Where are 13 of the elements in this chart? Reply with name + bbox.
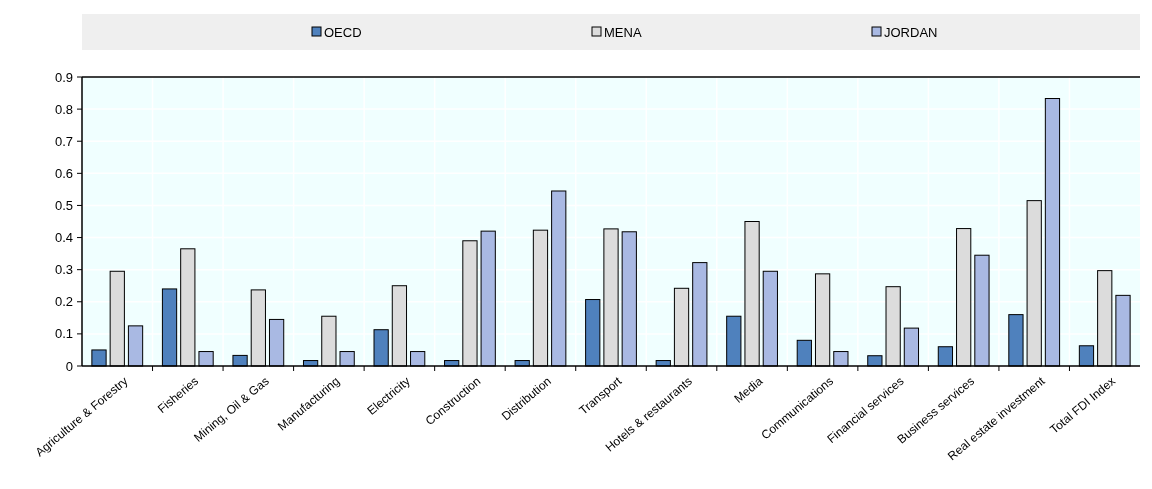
y-tick-label: 0 [65, 358, 73, 374]
y-tick-label: 0.1 [54, 326, 73, 342]
legend-label: OECD [324, 24, 362, 40]
y-tick-label: 0.4 [54, 230, 73, 246]
y-tick-label: 0.2 [54, 294, 73, 310]
legend-label: JORDAN [884, 24, 938, 40]
legend-label: MENA [604, 24, 642, 40]
y-tick-label: 0.3 [54, 262, 73, 278]
y-tick-label: 0.8 [54, 101, 73, 117]
y-tick-label: 0.7 [54, 133, 73, 149]
y-tick-label: 0.6 [54, 165, 73, 181]
y-tick-label: 0.9 [54, 69, 73, 85]
y-tick-label: 0.5 [54, 197, 73, 213]
